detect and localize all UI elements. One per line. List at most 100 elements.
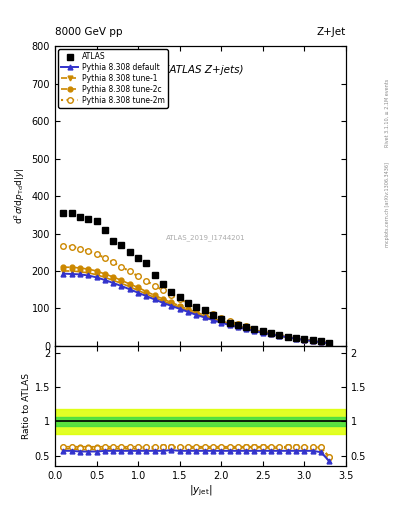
Pythia 8.308 tune-1 xyxy=(177,304,182,310)
Pythia 8.308 default xyxy=(269,331,274,337)
Pythia 8.308 default xyxy=(327,340,332,347)
ATLAS xyxy=(69,210,74,216)
Bar xyxy=(55,409,346,434)
Pythia 8.308 tune-2c xyxy=(111,274,116,280)
Pythia 8.308 tune-1 xyxy=(211,316,215,323)
Pythia 8.308 tune-2m xyxy=(327,340,332,346)
ATLAS xyxy=(177,294,182,301)
Pythia 8.308 default xyxy=(127,286,132,292)
Y-axis label: Ratio to ATLAS: Ratio to ATLAS xyxy=(22,373,31,439)
Pythia 8.308 default xyxy=(219,319,224,326)
Line: Pythia 8.308 tune-1: Pythia 8.308 tune-1 xyxy=(61,269,332,346)
Pythia 8.308 tune-2c xyxy=(94,268,99,274)
Pythia 8.308 tune-2c xyxy=(269,331,274,337)
Pythia 8.308 tune-2c xyxy=(219,318,224,324)
Pythia 8.308 default xyxy=(185,309,190,315)
Pythia 8.308 default xyxy=(119,283,124,289)
Pythia 8.308 default xyxy=(294,336,298,342)
Pythia 8.308 tune-1 xyxy=(277,333,282,339)
Pythia 8.308 tune-2m xyxy=(235,321,240,327)
Pythia 8.308 default xyxy=(69,271,74,277)
ATLAS xyxy=(194,304,198,310)
Pythia 8.308 tune-2m xyxy=(169,292,174,298)
Pythia 8.308 tune-2m xyxy=(277,332,282,338)
Pythia 8.308 tune-2m xyxy=(127,268,132,274)
ATLAS xyxy=(77,214,82,220)
Line: Pythia 8.308 default: Pythia 8.308 default xyxy=(61,271,332,346)
ATLAS xyxy=(61,210,66,216)
Pythia 8.308 tune-2c xyxy=(144,289,149,295)
Pythia 8.308 tune-1 xyxy=(185,308,190,314)
Pythia 8.308 tune-1 xyxy=(244,326,248,332)
Pythia 8.308 tune-2c xyxy=(252,327,257,333)
Pythia 8.308 tune-2c xyxy=(77,265,82,271)
ATLAS xyxy=(269,330,274,336)
Pythia 8.308 tune-2m xyxy=(310,337,315,344)
Pythia 8.308 tune-2m xyxy=(194,304,198,310)
ATLAS xyxy=(252,326,257,332)
Line: Pythia 8.308 tune-2c: Pythia 8.308 tune-2c xyxy=(61,265,332,346)
Pythia 8.308 tune-1 xyxy=(285,334,290,340)
Pythia 8.308 tune-2c xyxy=(185,306,190,312)
Pythia 8.308 tune-2c xyxy=(302,336,307,343)
Text: Rivet 3.1.10, ≥ 2.1M events: Rivet 3.1.10, ≥ 2.1M events xyxy=(385,78,390,147)
Pythia 8.308 default xyxy=(111,280,116,286)
Pythia 8.308 tune-2c xyxy=(119,278,124,284)
ATLAS xyxy=(119,242,124,248)
Pythia 8.308 tune-2m xyxy=(294,335,298,341)
Pythia 8.308 tune-1 xyxy=(152,294,157,301)
Pythia 8.308 tune-2c xyxy=(152,292,157,298)
Pythia 8.308 tune-2m xyxy=(152,283,157,289)
Pythia 8.308 tune-1 xyxy=(302,337,307,343)
Pythia 8.308 tune-2c xyxy=(310,337,315,344)
Pythia 8.308 tune-2c xyxy=(169,300,174,306)
Pythia 8.308 tune-2m xyxy=(319,339,323,345)
Pythia 8.308 default xyxy=(194,312,198,318)
Text: Z+Jet: Z+Jet xyxy=(317,27,346,37)
Pythia 8.308 tune-2m xyxy=(136,273,140,280)
Pythia 8.308 tune-2m xyxy=(86,248,91,254)
ATLAS xyxy=(152,272,157,278)
Pythia 8.308 default xyxy=(252,328,257,334)
Pythia 8.308 tune-1 xyxy=(111,278,116,284)
Pythia 8.308 default xyxy=(144,293,149,299)
Pythia 8.308 default xyxy=(94,274,99,281)
Pythia 8.308 tune-2m xyxy=(227,318,232,324)
Pythia 8.308 tune-2m xyxy=(103,255,107,261)
Pythia 8.308 tune-2c xyxy=(244,325,248,331)
ATLAS xyxy=(277,332,282,338)
Pythia 8.308 default xyxy=(86,272,91,279)
ATLAS xyxy=(244,324,248,330)
Pythia 8.308 tune-1 xyxy=(77,269,82,275)
Pythia 8.308 tune-1 xyxy=(161,298,165,304)
ATLAS xyxy=(319,338,323,345)
Pythia 8.308 tune-2c xyxy=(277,332,282,338)
Pythia 8.308 tune-2m xyxy=(202,308,207,314)
Pythia 8.308 tune-2m xyxy=(252,326,257,332)
Pythia 8.308 default xyxy=(319,339,323,345)
Pythia 8.308 tune-2m xyxy=(185,300,190,306)
Pythia 8.308 tune-2c xyxy=(294,335,298,342)
Pythia 8.308 tune-1 xyxy=(327,340,332,347)
Pythia 8.308 tune-2c xyxy=(202,312,207,318)
Pythia 8.308 default xyxy=(177,306,182,312)
Pythia 8.308 tune-1 xyxy=(294,336,298,342)
ATLAS xyxy=(310,337,315,344)
Pythia 8.308 tune-2c xyxy=(319,339,323,345)
ATLAS xyxy=(211,312,215,318)
Pythia 8.308 default xyxy=(61,270,66,276)
Pythia 8.308 default xyxy=(285,334,290,340)
X-axis label: $|y_\mathrm{jet}|$: $|y_\mathrm{jet}|$ xyxy=(189,483,212,498)
Pythia 8.308 default xyxy=(211,317,215,323)
ATLAS xyxy=(103,227,107,233)
Pythia 8.308 tune-1 xyxy=(144,291,149,297)
Bar xyxy=(55,417,346,426)
Pythia 8.308 default xyxy=(261,330,265,336)
Pythia 8.308 tune-1 xyxy=(86,270,91,276)
Pythia 8.308 tune-2c xyxy=(261,329,265,335)
Text: ATLAS_2019_I1744201: ATLAS_2019_I1744201 xyxy=(166,234,246,241)
Text: mcplots.cern.ch [arXiv:1306.3436]: mcplots.cern.ch [arXiv:1306.3436] xyxy=(385,162,390,247)
Pythia 8.308 tune-2c xyxy=(285,334,290,340)
ATLAS xyxy=(202,307,207,313)
Pythia 8.308 default xyxy=(77,271,82,278)
